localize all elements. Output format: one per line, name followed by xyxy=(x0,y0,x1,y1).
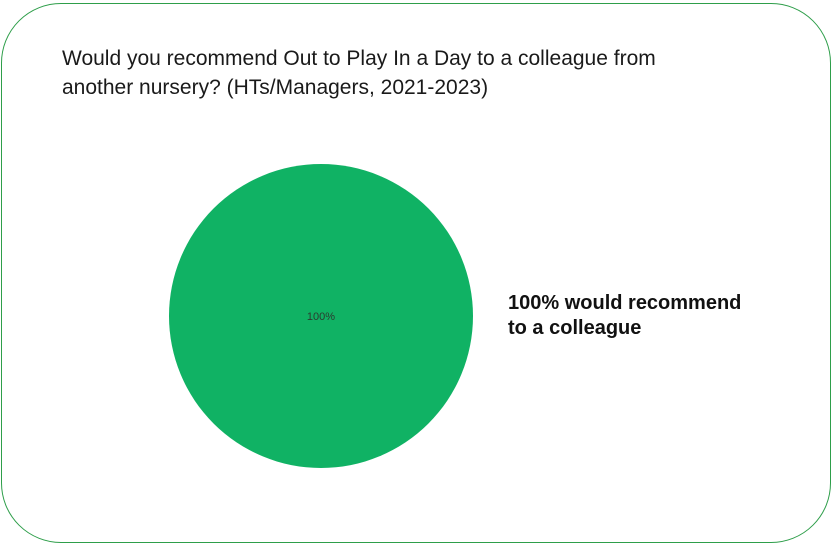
pie-annotation: 100% would recommend to a colleague xyxy=(508,291,828,341)
pie-slices xyxy=(169,164,473,468)
pie-labels: 100% xyxy=(307,311,335,323)
chart-title-line-2: another nursery? (HTs/Managers, 2021-202… xyxy=(62,76,489,99)
pie-annotation-line-2: to a colleague xyxy=(508,317,642,339)
pie-slice xyxy=(169,164,473,468)
pie-slice-label: 100% xyxy=(307,311,335,323)
chart-title-line-1: Would you recommend Out to Play In a Day… xyxy=(62,47,656,70)
chart-title: Would you recommend Out to Play In a Day… xyxy=(62,44,762,102)
pie-annotation-line-1: 100% would recommend xyxy=(508,292,742,314)
pie-chart: 100% xyxy=(169,164,473,468)
